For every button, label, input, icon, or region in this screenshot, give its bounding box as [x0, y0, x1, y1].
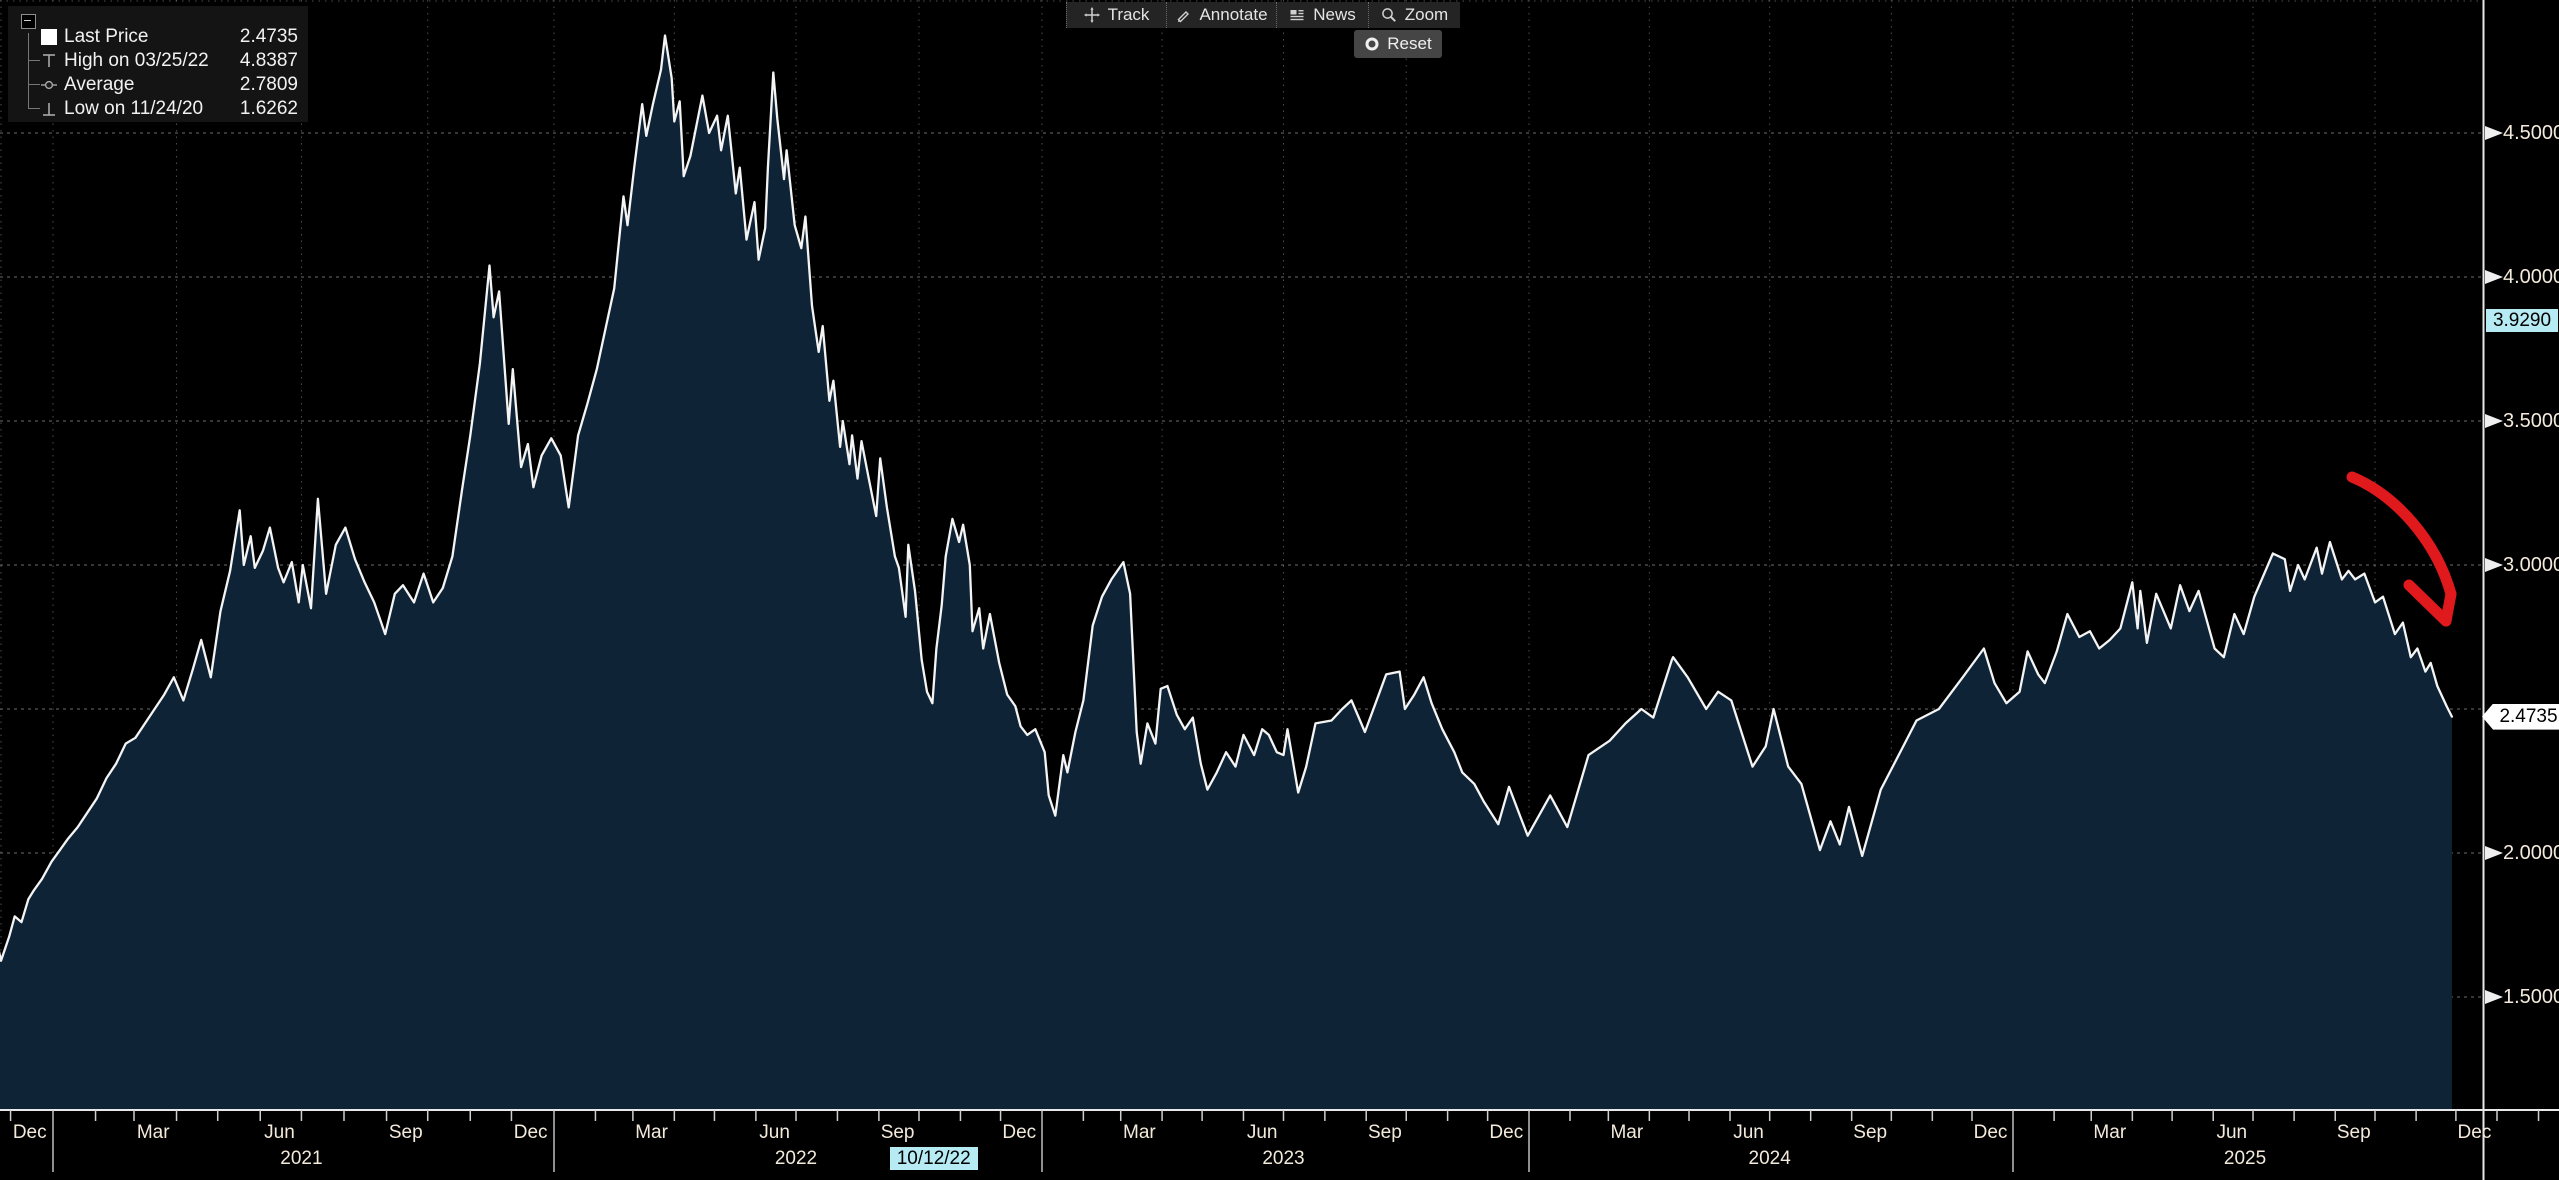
x-axis-month-label: Mar: [635, 1122, 668, 1143]
legend-label: High on 03/25/22: [64, 50, 209, 71]
y-tick-arrow: [2485, 270, 2503, 284]
track-button[interactable]: Track: [1066, 2, 1166, 28]
x-axis-year-label: 2023: [1262, 1148, 1305, 1169]
x-axis-month-label: Jun: [759, 1122, 790, 1143]
zoom-magnifier-icon: [1381, 8, 1396, 22]
x-axis-month-label: Sep: [1367, 1122, 1402, 1143]
zoom-button[interactable]: Zoom: [1368, 2, 1460, 28]
x-axis-year-label: 2021: [280, 1148, 323, 1169]
last-price-axis-tag: 2.4735: [2482, 703, 2559, 730]
x-axis-month-label: Mar: [2093, 1122, 2127, 1143]
x-axis-month-label: Sep: [880, 1122, 915, 1143]
high-marker-icon: [43, 54, 55, 67]
legend-row-average[interactable]: Average 2.7809: [8, 73, 308, 97]
low-marker-icon: [43, 103, 55, 116]
y-tick-arrow: [2485, 414, 2503, 428]
reset-button[interactable]: Reset: [1354, 30, 1442, 58]
y-axis-tick-label: 3.0000: [2503, 554, 2559, 576]
x-axis-month-label: Jun: [1246, 1122, 1278, 1143]
legend-value: 2.7809: [239, 74, 298, 95]
reset-circle-icon: [1365, 37, 1379, 51]
y-axis-tick-label: 1.5000: [2503, 986, 2559, 1008]
x-axis-month-label: Sep: [2336, 1122, 2371, 1143]
x-axis-year-label: 2024: [1748, 1148, 1791, 1169]
selected-date-tag: 10/12/22: [889, 1147, 978, 1170]
y-tick-arrow: [2485, 558, 2503, 572]
x-axis-month-label: Mar: [136, 1122, 170, 1143]
x-axis-month-label: Dec: [1002, 1122, 1037, 1143]
annotate-button[interactable]: Annotate: [1166, 2, 1276, 28]
x-axis-month-label: Mar: [1123, 1122, 1156, 1143]
price-line[interactable]: [0, 34, 2454, 962]
news-icon: [1290, 10, 1304, 21]
legend-value: 2.4735: [239, 26, 298, 47]
x-axis-year-label: 2025: [2223, 1148, 2267, 1169]
y-axis-tick-label: 4.0000: [2503, 266, 2559, 288]
x-axis-month-label: Sep: [1853, 1122, 1888, 1143]
annotate-pencil-icon: [1177, 11, 1190, 23]
y-tick-arrow: [2485, 990, 2503, 1004]
legend-label: Average: [64, 74, 135, 95]
x-axis-month-label: Jun: [264, 1122, 295, 1143]
legend-row-low[interactable]: Low on 11/24/20 1.6262: [8, 97, 308, 121]
red-arrow-annotation[interactable]: [2403, 579, 2452, 627]
annotate-button-label: Annotate: [1199, 5, 1268, 24]
track-crosshair-icon: [1083, 7, 1100, 23]
x-axis-year-label: 2022: [774, 1148, 818, 1169]
y-tick-arrow: [2485, 126, 2503, 140]
track-button-label: Track: [1107, 5, 1150, 24]
x-axis-month-label: Sep: [388, 1122, 423, 1143]
price-area-fill: [0, 35, 2452, 1110]
zoom-button-label: Zoom: [1404, 5, 1449, 24]
legend-value: 1.6262: [239, 98, 298, 119]
x-axis-month-label: Mar: [1610, 1122, 1644, 1143]
x-axis-month-label: Dec: [12, 1122, 47, 1143]
x-axis-month-label: Jun: [1733, 1122, 1764, 1143]
series-swatch: [41, 29, 57, 45]
red-arrow-annotation[interactable]: [2440, 588, 2457, 627]
news-button[interactable]: News: [1276, 2, 1368, 28]
x-axis-month-label: Dec: [513, 1122, 548, 1143]
x-axis-month-label: Dec: [1973, 1122, 2008, 1143]
y-tick-arrow: [2485, 846, 2503, 860]
legend-row-last-price[interactable]: Last Price 2.4735: [8, 25, 308, 49]
x-axis-month-label: Dec: [1489, 1122, 1524, 1143]
y-axis-cyan-value-tag: 3.9290: [2486, 309, 2558, 333]
legend-value: 4.8387: [239, 50, 298, 71]
x-axis-month-label: Jun: [2216, 1122, 2248, 1143]
y-axis-tick-label: 3.5000: [2503, 410, 2559, 432]
news-button-label: News: [1313, 5, 1356, 24]
average-marker-icon: [41, 80, 57, 90]
reset-button-label: Reset: [1387, 34, 1432, 53]
chart-legend: Last Price 2.4735 High on 03/25/22 4.838…: [8, 6, 308, 122]
legend-label: Low on 11/24/20: [64, 98, 204, 119]
legend-row-high[interactable]: High on 03/25/22 4.8387: [8, 49, 308, 73]
red-arrow-annotation[interactable]: [2346, 471, 2457, 600]
y-axis-tick-label: 4.5000: [2503, 122, 2559, 144]
legend-label: Last Price: [64, 26, 149, 47]
x-axis-month-label: Dec: [2457, 1122, 2492, 1143]
legend-collapse-toggle[interactable]: [21, 14, 36, 29]
y-axis-tick-label: 2.0000: [2503, 842, 2559, 864]
